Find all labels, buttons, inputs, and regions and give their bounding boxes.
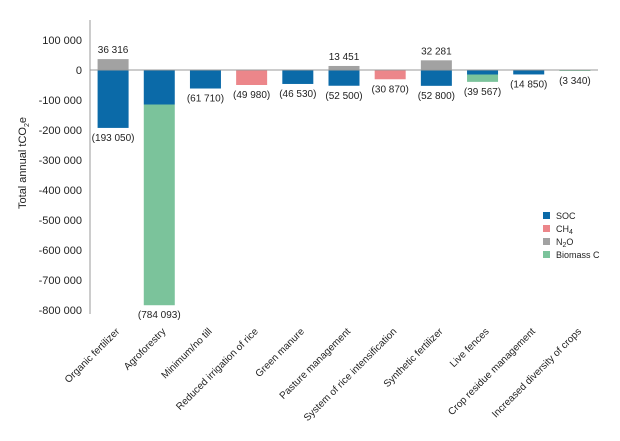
positive-value-label: 13 451 — [329, 52, 360, 63]
bar-segment — [236, 70, 268, 85]
bar-segment — [513, 70, 545, 75]
legend-label: N2O — [556, 237, 573, 249]
negative-value-label: (3 340) — [559, 76, 591, 87]
negative-value-label: (52 500) — [325, 91, 362, 102]
category-label: Crop residue management — [446, 326, 538, 418]
y-tick-label: 0 — [76, 65, 82, 77]
legend-swatch — [543, 251, 550, 258]
category-label: Agroforestry — [122, 326, 168, 372]
legend-label: Biomass C — [556, 250, 600, 260]
negative-value-label: (193 050) — [92, 133, 135, 144]
negative-value-label: (52 800) — [418, 91, 455, 102]
negative-value-label: (46 530) — [279, 89, 316, 100]
negative-value-label: (49 980) — [233, 90, 270, 101]
y-axis-title: Total annual tCO2e — [17, 117, 31, 209]
category-label: Reduced irrigation of rice — [174, 326, 261, 413]
y-tick-label: -400 000 — [39, 185, 82, 197]
bar-segment — [97, 59, 129, 70]
bar-segment — [559, 70, 591, 72]
y-tick-label: -600 000 — [39, 245, 82, 257]
legend-swatch — [543, 225, 550, 232]
legend-label: SOC — [556, 211, 576, 221]
negative-value-label: (30 870) — [372, 84, 409, 95]
data-labels: 36 316 (193 050) (784 093) (61 710) (49 980)… — [92, 45, 591, 321]
bar-segment — [143, 104, 175, 306]
bar-segment — [143, 70, 175, 105]
category-label: Increased diversity of crops — [490, 326, 584, 420]
bar-segment — [328, 65, 360, 70]
negative-value-label: (61 710) — [187, 94, 224, 105]
y-tick-label: -700 000 — [39, 275, 82, 287]
bar-segment — [374, 70, 406, 80]
legend-label: CH4 — [556, 224, 573, 236]
bar-segment — [420, 70, 452, 86]
negative-value-label: (39 567) — [464, 87, 501, 98]
bar-segment — [328, 70, 360, 86]
y-tick-label: 100 000 — [42, 35, 82, 47]
negative-value-label: (14 850) — [510, 79, 547, 90]
y-tick-label: -200 000 — [39, 125, 82, 137]
legend-swatch — [543, 238, 550, 245]
category-label: Live fences — [448, 326, 492, 370]
positive-value-label: 36 316 — [98, 45, 129, 56]
bar-segment — [467, 74, 499, 82]
bar-segment — [189, 70, 221, 89]
bar-segment — [97, 70, 129, 128]
bar-segment — [467, 70, 499, 75]
y-tick-label: -500 000 — [39, 215, 82, 227]
y-axis: 100 000 0 -100 000 -200 000 -300 000 -400 000… — [39, 20, 91, 317]
category-label: System of rice intensification — [302, 326, 399, 423]
y-tick-label: -100 000 — [39, 95, 82, 107]
positive-value-label: 32 281 — [421, 46, 452, 57]
bar-segment — [420, 60, 452, 70]
negative-value-label: (784 093) — [138, 310, 181, 321]
category-label: Organic fertilizer — [63, 326, 123, 386]
category-labels: Organic fertilizer AgroforestryMinimum/no… — [63, 326, 584, 424]
y-tick-label: -300 000 — [39, 155, 82, 167]
legend-swatch — [543, 212, 550, 219]
bars — [90, 59, 598, 306]
bar-segment — [282, 70, 314, 84]
y-tick-label: -800 000 — [39, 305, 82, 317]
